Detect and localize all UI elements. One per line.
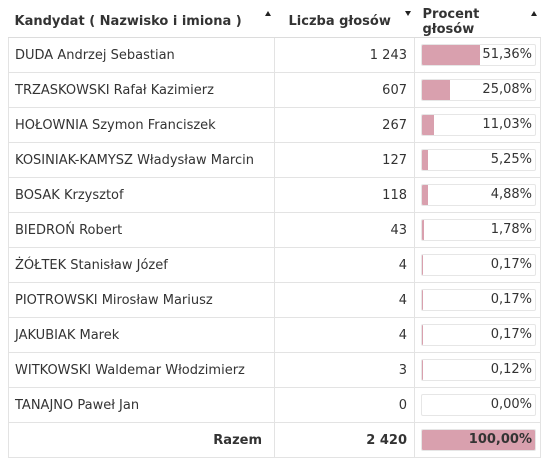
percent-bar-fill: [422, 430, 535, 450]
table-row: WITKOWSKI Waldemar Włodzimierz 3 0,12%: [8, 352, 541, 388]
percent-bar: 11,03%: [421, 114, 536, 136]
vote-count: 118: [274, 177, 415, 213]
table-row: HOŁOWNIA Szymon Franciszek 267 11,03%: [8, 107, 541, 143]
percent-value: 1,78%: [490, 222, 532, 237]
table-row: PIOTROWSKI Mirosław Mariusz 4 0,17%: [8, 282, 541, 318]
percent-value: 4,88%: [490, 187, 532, 202]
percent-bar: 5,25%: [421, 149, 536, 171]
percent-cell: 0,17%: [414, 317, 541, 353]
candidate-name: ŻÓŁTEK Stanisław Józef: [8, 247, 275, 283]
table-row: ŻÓŁTEK Stanisław Józef 4 0,17%: [8, 247, 541, 283]
candidate-name: BIEDROŃ Robert: [8, 212, 275, 248]
percent-value: 25,08%: [482, 82, 532, 97]
percent-value: 0,17%: [490, 327, 532, 342]
percent-bar: 4,88%: [421, 184, 536, 206]
percent-value: 100,00%: [468, 432, 532, 447]
percent-cell: 51,36%: [414, 37, 541, 73]
percent-cell: 1,78%: [414, 212, 541, 248]
sort-up-icon[interactable]: [264, 11, 271, 16]
column-header-votes-label: Liczba głosów: [288, 14, 391, 29]
percent-bar-fill: [422, 80, 451, 100]
percent-bar: 1,78%: [421, 219, 536, 241]
percent-bar: 51,36%: [421, 44, 536, 66]
vote-count: 3: [274, 352, 415, 388]
percent-value: 0,00%: [490, 397, 532, 412]
percent-bar: 0,17%: [421, 324, 536, 346]
candidate-name: PIOTROWSKI Mirosław Mariusz: [8, 282, 275, 318]
candidate-name: JAKUBIAK Marek: [8, 317, 275, 353]
vote-count: 0: [274, 387, 415, 423]
percent-value: 0,12%: [490, 362, 532, 377]
percent-bar: 0,12%: [421, 359, 536, 381]
column-header-candidate-label: Kandydat ( Nazwisko i imiona ): [14, 14, 242, 29]
candidate-name: DUDA Andrzej Sebastian: [8, 37, 275, 73]
table-row: TRZASKOWSKI Rafał Kazimierz 607 25,08%: [8, 72, 541, 108]
vote-count: 4: [274, 317, 415, 353]
percent-bar-fill: [422, 45, 481, 65]
vote-count: 4: [274, 282, 415, 318]
header-row: Kandydat ( Nazwisko i imiona ) Liczba gł…: [8, 6, 541, 38]
percent-cell: 0,12%: [414, 352, 541, 388]
candidate-name: WITKOWSKI Waldemar Włodzimierz: [8, 352, 275, 388]
percent-bar: 0,17%: [421, 289, 536, 311]
candidate-name: TANAJNO Paweł Jan: [8, 387, 275, 423]
percent-cell: 4,88%: [414, 177, 541, 213]
results-table-container: Kandydat ( Nazwisko i imiona ) Liczba gł…: [8, 6, 541, 458]
candidate-name: TRZASKOWSKI Rafał Kazimierz: [8, 72, 275, 108]
vote-count: 267: [274, 107, 415, 143]
total-votes: 2 420: [274, 422, 415, 458]
percent-cell: 0,00%: [414, 387, 541, 423]
column-header-candidate[interactable]: Kandydat ( Nazwisko i imiona ): [8, 6, 275, 38]
percent-cell: 0,17%: [414, 247, 541, 283]
table-row: KOSINIAK-KAMYSZ Władysław Marcin 127 5,25%: [8, 142, 541, 178]
table-row: TANAJNO Paweł Jan 0 0,00%: [8, 387, 541, 423]
total-label: Razem: [8, 422, 275, 458]
percent-bar: 100,00%: [421, 429, 536, 451]
vote-count: 607: [274, 72, 415, 108]
column-header-percent[interactable]: Procent głosów: [414, 6, 541, 38]
table-row: BIEDROŃ Robert 43 1,78%: [8, 212, 541, 248]
candidate-name: BOSAK Krzysztof: [8, 177, 275, 213]
total-row: Razem 2 420 100,00%: [8, 422, 541, 458]
vote-count: 43: [274, 212, 415, 248]
sort-up-icon[interactable]: [530, 11, 537, 16]
table-row: BOSAK Krzysztof 118 4,88%: [8, 177, 541, 213]
percent-bar-fill: [422, 220, 424, 240]
table-row: DUDA Andrzej Sebastian 1 243 51,36%: [8, 37, 541, 73]
column-header-percent-label: Procent głosów: [422, 6, 480, 37]
sort-down-icon[interactable]: [404, 11, 411, 16]
percent-bar-fill: [422, 185, 428, 205]
vote-count: 1 243: [274, 37, 415, 73]
percent-value: 5,25%: [490, 152, 532, 167]
percent-value: 11,03%: [482, 117, 532, 132]
candidate-name: KOSINIAK-KAMYSZ Władysław Marcin: [8, 142, 275, 178]
total-percent-cell: 100,00%: [414, 422, 541, 458]
percent-bar-fill: [422, 115, 435, 135]
percent-cell: 5,25%: [414, 142, 541, 178]
percent-cell: 11,03%: [414, 107, 541, 143]
percent-cell: 0,17%: [414, 282, 541, 318]
percent-value: 51,36%: [482, 47, 532, 62]
candidate-name: HOŁOWNIA Szymon Franciszek: [8, 107, 275, 143]
vote-count: 4: [274, 247, 415, 283]
percent-cell: 25,08%: [414, 72, 541, 108]
percent-bar: 0,00%: [421, 394, 536, 416]
percent-bar-fill: [422, 150, 428, 170]
percent-value: 0,17%: [490, 292, 532, 307]
results-body: DUDA Andrzej Sebastian 1 243 51,36% TRZASKO…: [8, 37, 541, 458]
percent-value: 0,17%: [490, 257, 532, 272]
vote-count: 127: [274, 142, 415, 178]
table-row: JAKUBIAK Marek 4 0,17%: [8, 317, 541, 353]
percent-bar: 0,17%: [421, 254, 536, 276]
percent-bar: 25,08%: [421, 79, 536, 101]
column-header-votes[interactable]: Liczba głosów: [274, 6, 415, 38]
results-table: Kandydat ( Nazwisko i imiona ) Liczba gł…: [8, 6, 541, 458]
